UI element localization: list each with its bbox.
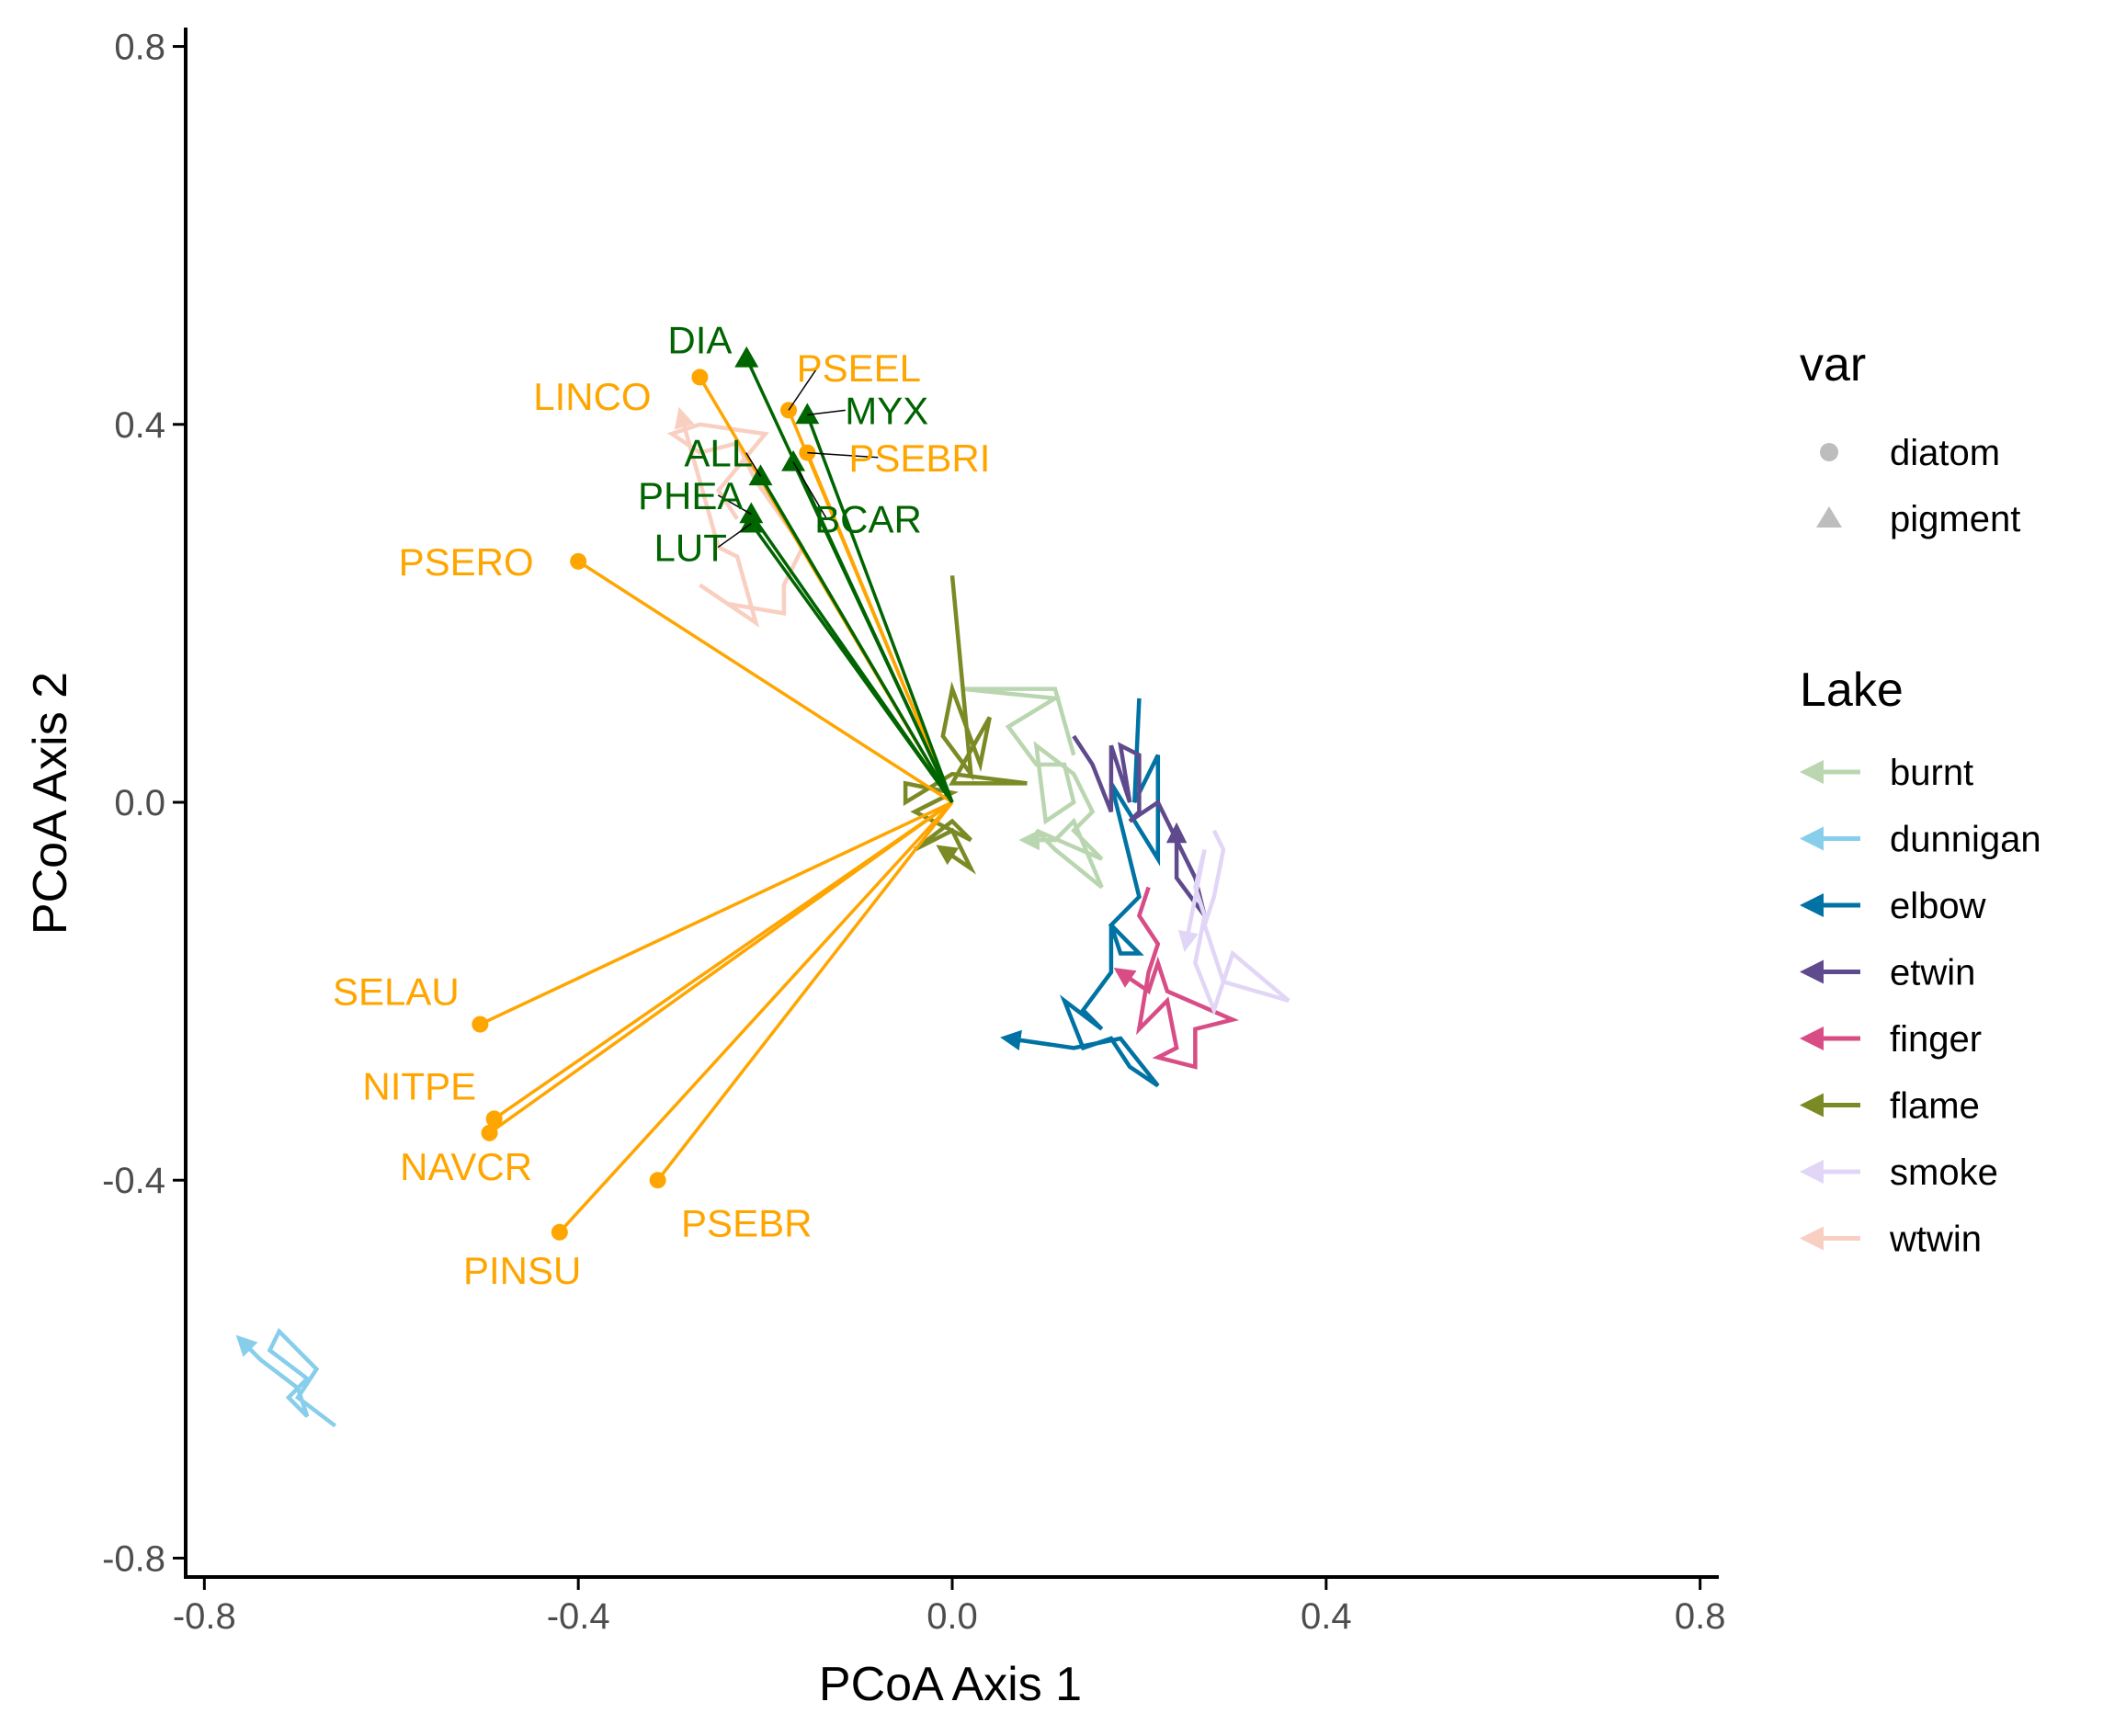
legend-label-flame: flame bbox=[1890, 1086, 1980, 1127]
lake-trajectory-dunnigan bbox=[235, 1327, 337, 1428]
legend-key-arrow-smoke bbox=[1800, 1160, 1824, 1184]
vector-label-myx: MYX bbox=[845, 389, 928, 432]
y-tick-label: 0.0 bbox=[114, 783, 165, 823]
vector-point-dia bbox=[734, 346, 759, 368]
label-leader-bcar bbox=[792, 461, 828, 519]
vector-label-linco: LINCO bbox=[533, 375, 651, 418]
legend-key-arrow-burnt bbox=[1800, 760, 1824, 784]
label-leader-psebri bbox=[807, 451, 879, 459]
vector-point-linco bbox=[691, 369, 709, 386]
legend-label-diatom: diatom bbox=[1890, 433, 2000, 473]
vector-navcr bbox=[488, 800, 954, 1135]
vector-label-phea: PHEA bbox=[638, 474, 743, 517]
vector-myx bbox=[805, 414, 954, 803]
lake-trajectory-burnt bbox=[961, 686, 1104, 890]
vector-point-psero bbox=[570, 552, 587, 570]
vector-label-lut: LUT bbox=[654, 526, 727, 569]
vector-lut bbox=[749, 522, 954, 804]
legend-label-wtwin: wtwin bbox=[1889, 1220, 1982, 1260]
legend-label-burnt: burnt bbox=[1890, 753, 1973, 793]
vector-label-pinsu: PINSU bbox=[463, 1249, 581, 1292]
vector-point-all bbox=[748, 464, 773, 486]
legend-label-pigment: pigment bbox=[1890, 499, 2020, 539]
variable-labels: DIA MYX ALL BCAR PHEA LUT LINCO PSEEL PSEBRI PSER… bbox=[333, 318, 990, 1292]
x-tick-label: 0.0 bbox=[926, 1596, 978, 1637]
lake-legend-items: burnt dunnigan elbow etwin finger flame smoke w… bbox=[1800, 753, 2041, 1260]
lake-legend-title: Lake bbox=[1800, 664, 1904, 717]
vector-label-psero: PSERO bbox=[399, 540, 534, 584]
legend-key-pigment bbox=[1816, 506, 1842, 528]
lake-trajectory-elbow bbox=[1000, 698, 1161, 1088]
label-leader-myx bbox=[807, 409, 846, 416]
vector-label-dia: DIA bbox=[667, 318, 732, 361]
vector-point-selau bbox=[472, 1016, 489, 1033]
axis-ticks: -0.8 -0.4 0.0 0.4 0.8 -0.8 -0.4 0.0 0.4 0.8 bbox=[102, 28, 1725, 1637]
legend-label-finger: finger bbox=[1890, 1019, 1982, 1060]
x-tick-label: 0.8 bbox=[1675, 1596, 1726, 1637]
vector-point-nitpe bbox=[485, 1110, 503, 1128]
legend-label-elbow: elbow bbox=[1890, 886, 1986, 926]
label-leader-lut bbox=[717, 523, 752, 549]
vector-point-psebr bbox=[649, 1172, 666, 1189]
var-legend-title: var bbox=[1800, 338, 1866, 391]
legend-label-dunnigan: dunnigan bbox=[1890, 820, 2041, 860]
y-tick-label: 0.4 bbox=[114, 405, 165, 446]
vector-point-pinsu bbox=[551, 1223, 568, 1241]
variable-vectors bbox=[472, 346, 954, 1241]
vector-label-bcar: BCAR bbox=[814, 498, 922, 541]
vector-selau bbox=[479, 800, 953, 1027]
legend-label-smoke: smoke bbox=[1890, 1152, 1998, 1193]
legend-key-arrow-wtwin bbox=[1800, 1226, 1824, 1251]
x-tick-label: -0.4 bbox=[547, 1596, 610, 1637]
legend: var diatom pigment Lake burnt dunnigan elbo… bbox=[1800, 338, 2041, 1260]
label-leader-phea bbox=[717, 494, 752, 516]
vector-point-myx bbox=[795, 403, 820, 425]
vector-psero bbox=[577, 560, 953, 804]
vector-all bbox=[758, 475, 954, 803]
x-tick-label: 0.4 bbox=[1301, 1596, 1352, 1637]
y-tick-label: -0.4 bbox=[102, 1161, 165, 1201]
vector-label-selau: SELAU bbox=[333, 970, 460, 1014]
vector-point-navcr bbox=[481, 1124, 498, 1141]
lake-trajectory-finger bbox=[1113, 886, 1240, 1070]
vector-label-all: ALL bbox=[684, 432, 753, 475]
legend-key-diatom bbox=[1820, 443, 1838, 461]
legend-key-arrow-finger bbox=[1800, 1027, 1824, 1050]
var-legend-items: diatom pigment bbox=[1816, 433, 2020, 539]
legend-label-etwin: etwin bbox=[1890, 953, 1975, 993]
x-axis-title: PCoA Axis 1 bbox=[819, 1658, 1082, 1711]
vector-label-nitpe: NITPE bbox=[362, 1064, 476, 1107]
vector-label-psebr: PSEBR bbox=[681, 1201, 812, 1244]
y-tick-label: -0.8 bbox=[102, 1538, 165, 1579]
vector-label-psebri: PSEBRI bbox=[848, 437, 990, 480]
vector-pinsu bbox=[558, 800, 954, 1233]
vector-point-bcar bbox=[781, 449, 806, 471]
lake-trajectories bbox=[235, 406, 1290, 1428]
vector-bcar bbox=[791, 461, 954, 803]
vector-psebr bbox=[656, 800, 954, 1182]
vector-psebri bbox=[805, 451, 954, 803]
legend-key-arrow-etwin bbox=[1800, 959, 1824, 984]
x-tick-label: -0.8 bbox=[173, 1596, 236, 1637]
legend-key-arrow-dunnigan bbox=[1800, 826, 1824, 851]
vector-label-navcr: NAVCR bbox=[400, 1145, 532, 1188]
lake-trajectory-smoke bbox=[1177, 829, 1290, 1016]
legend-key-arrow-elbow bbox=[1800, 893, 1824, 917]
y-tick-label: 0.8 bbox=[114, 28, 165, 68]
y-axis-title: PCoA Axis 2 bbox=[24, 672, 77, 935]
label-leader-all bbox=[745, 452, 762, 477]
vector-label-pseel: PSEEL bbox=[797, 346, 921, 390]
legend-key-arrow-flame bbox=[1800, 1093, 1824, 1118]
label-leader-pseel bbox=[788, 367, 818, 411]
